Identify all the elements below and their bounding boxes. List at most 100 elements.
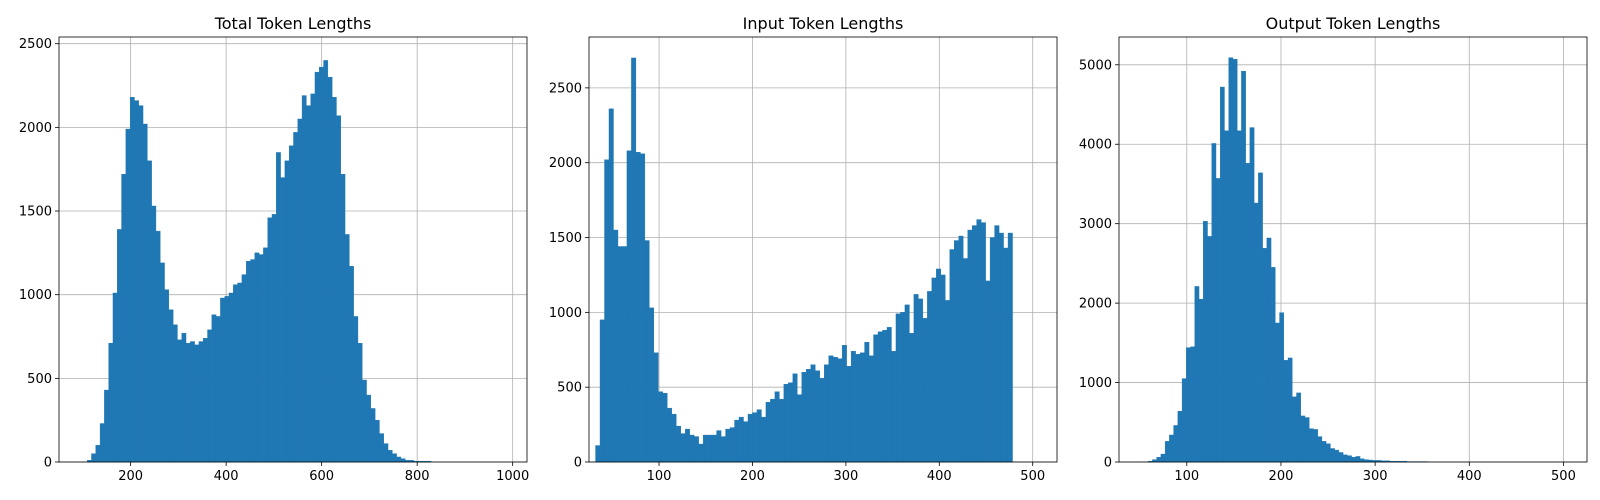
histogram-bar bbox=[859, 352, 865, 463]
histogram-bar bbox=[1241, 70, 1246, 463]
x-tick-label: 200 bbox=[118, 469, 143, 484]
histogram-bar bbox=[164, 289, 170, 463]
histogram-bar bbox=[1164, 441, 1170, 463]
x-tick-label: 500 bbox=[1551, 469, 1576, 484]
x-tick-label: 400 bbox=[1457, 469, 1482, 484]
histogram-bar bbox=[1003, 247, 1009, 463]
histogram-bar bbox=[743, 421, 749, 463]
histogram-bar bbox=[900, 312, 906, 463]
histogram-bar bbox=[203, 337, 208, 463]
histogram-bar bbox=[967, 229, 973, 463]
histogram-bar bbox=[922, 318, 928, 463]
histogram-bar bbox=[693, 436, 699, 463]
y-tick-label: 2500 bbox=[19, 37, 52, 52]
histogram-bar bbox=[181, 332, 187, 463]
histogram-bar bbox=[1304, 417, 1310, 463]
histogram-bar bbox=[738, 416, 744, 463]
histogram-bar bbox=[640, 153, 646, 463]
histogram-bar bbox=[635, 152, 641, 463]
histogram-bar bbox=[756, 409, 762, 463]
histogram-bar bbox=[245, 261, 251, 463]
histogram-bar bbox=[1300, 415, 1306, 463]
x-tick-label: 400 bbox=[214, 469, 239, 484]
histogram-bar bbox=[185, 343, 191, 463]
histogram-bar bbox=[1169, 434, 1174, 463]
histogram-bar bbox=[1351, 457, 1357, 463]
y-tick-label: 0 bbox=[574, 456, 582, 471]
histogram-bar bbox=[779, 398, 785, 463]
histogram-bar bbox=[379, 433, 384, 463]
histogram-bar bbox=[172, 324, 178, 463]
histogram-bar bbox=[599, 319, 605, 463]
histogram-bar bbox=[595, 445, 601, 463]
histogram-bar bbox=[387, 450, 393, 463]
histogram-bar bbox=[297, 118, 303, 463]
histogram-bar bbox=[237, 282, 243, 463]
histogram-bar bbox=[716, 430, 722, 463]
y-tick-label: 2000 bbox=[1079, 297, 1112, 312]
histogram-bar bbox=[1309, 428, 1314, 463]
histogram-bar bbox=[626, 150, 632, 463]
histogram-bar bbox=[1211, 143, 1217, 463]
histogram-bar bbox=[327, 76, 333, 463]
panel-title: Output Token Lengths bbox=[1266, 14, 1441, 33]
histogram-bar bbox=[117, 229, 122, 463]
histogram-bar bbox=[1296, 392, 1301, 463]
histogram-bar bbox=[1007, 232, 1013, 463]
histogram-bar bbox=[662, 392, 668, 463]
histogram-bar bbox=[1173, 425, 1179, 463]
histogram-bar bbox=[112, 292, 118, 463]
histogram-bar bbox=[617, 246, 623, 463]
histogram-bar bbox=[353, 316, 359, 463]
histogram-bar bbox=[383, 443, 389, 463]
histogram-bar bbox=[1325, 443, 1331, 463]
histogram-bar bbox=[1160, 453, 1166, 463]
histogram-bar bbox=[667, 407, 672, 463]
x-tick-label: 100 bbox=[1174, 469, 1199, 484]
histogram-bar bbox=[931, 277, 937, 463]
histogram-bar bbox=[1224, 130, 1229, 463]
histogram-bar bbox=[1266, 237, 1272, 463]
histogram-bar bbox=[1258, 172, 1263, 463]
histogram-bar bbox=[1347, 455, 1352, 463]
histogram-bar bbox=[267, 217, 273, 463]
histogram-bar bbox=[927, 291, 933, 463]
histogram-bar bbox=[783, 383, 789, 463]
histogram-bar bbox=[344, 234, 350, 463]
histogram-bar bbox=[850, 351, 856, 463]
histogram-bar bbox=[1279, 312, 1284, 463]
histogram-bar bbox=[815, 370, 820, 463]
axes-frame bbox=[1118, 36, 1588, 463]
histogram-bar bbox=[1245, 163, 1251, 463]
histogram-bar bbox=[1313, 429, 1318, 463]
histogram-bar bbox=[349, 266, 354, 463]
histogram-bar bbox=[1215, 178, 1221, 463]
histogram-bar bbox=[194, 344, 200, 463]
histogram-bar bbox=[241, 274, 247, 463]
histogram-bar bbox=[788, 382, 794, 463]
histogram-bars bbox=[595, 57, 1013, 463]
histogram-bar bbox=[832, 357, 838, 463]
histogram-bars bbox=[1147, 57, 1429, 463]
histogram-bar bbox=[1177, 410, 1183, 463]
y-tick-label: 1500 bbox=[549, 231, 582, 246]
histogram-bar bbox=[91, 453, 96, 463]
histogram-bar bbox=[396, 456, 402, 463]
histogram-bar bbox=[734, 419, 740, 463]
histogram-bar bbox=[138, 105, 144, 463]
histogram-bar bbox=[1203, 221, 1208, 463]
histogram-bar bbox=[129, 97, 135, 463]
histogram-bar bbox=[314, 71, 320, 463]
histogram-bar bbox=[271, 214, 277, 463]
histogram-bar bbox=[774, 391, 780, 463]
histogram-bar bbox=[761, 416, 767, 463]
histogram-bar bbox=[801, 372, 807, 463]
y-tick-label: 1000 bbox=[1079, 376, 1112, 391]
y-tick-label: 500 bbox=[557, 381, 582, 396]
histogram-bar bbox=[228, 292, 234, 463]
histogram-bar bbox=[310, 93, 316, 463]
histogram-bar bbox=[819, 377, 825, 463]
histogram-bar bbox=[891, 351, 897, 463]
histogram-bar bbox=[1342, 454, 1348, 463]
